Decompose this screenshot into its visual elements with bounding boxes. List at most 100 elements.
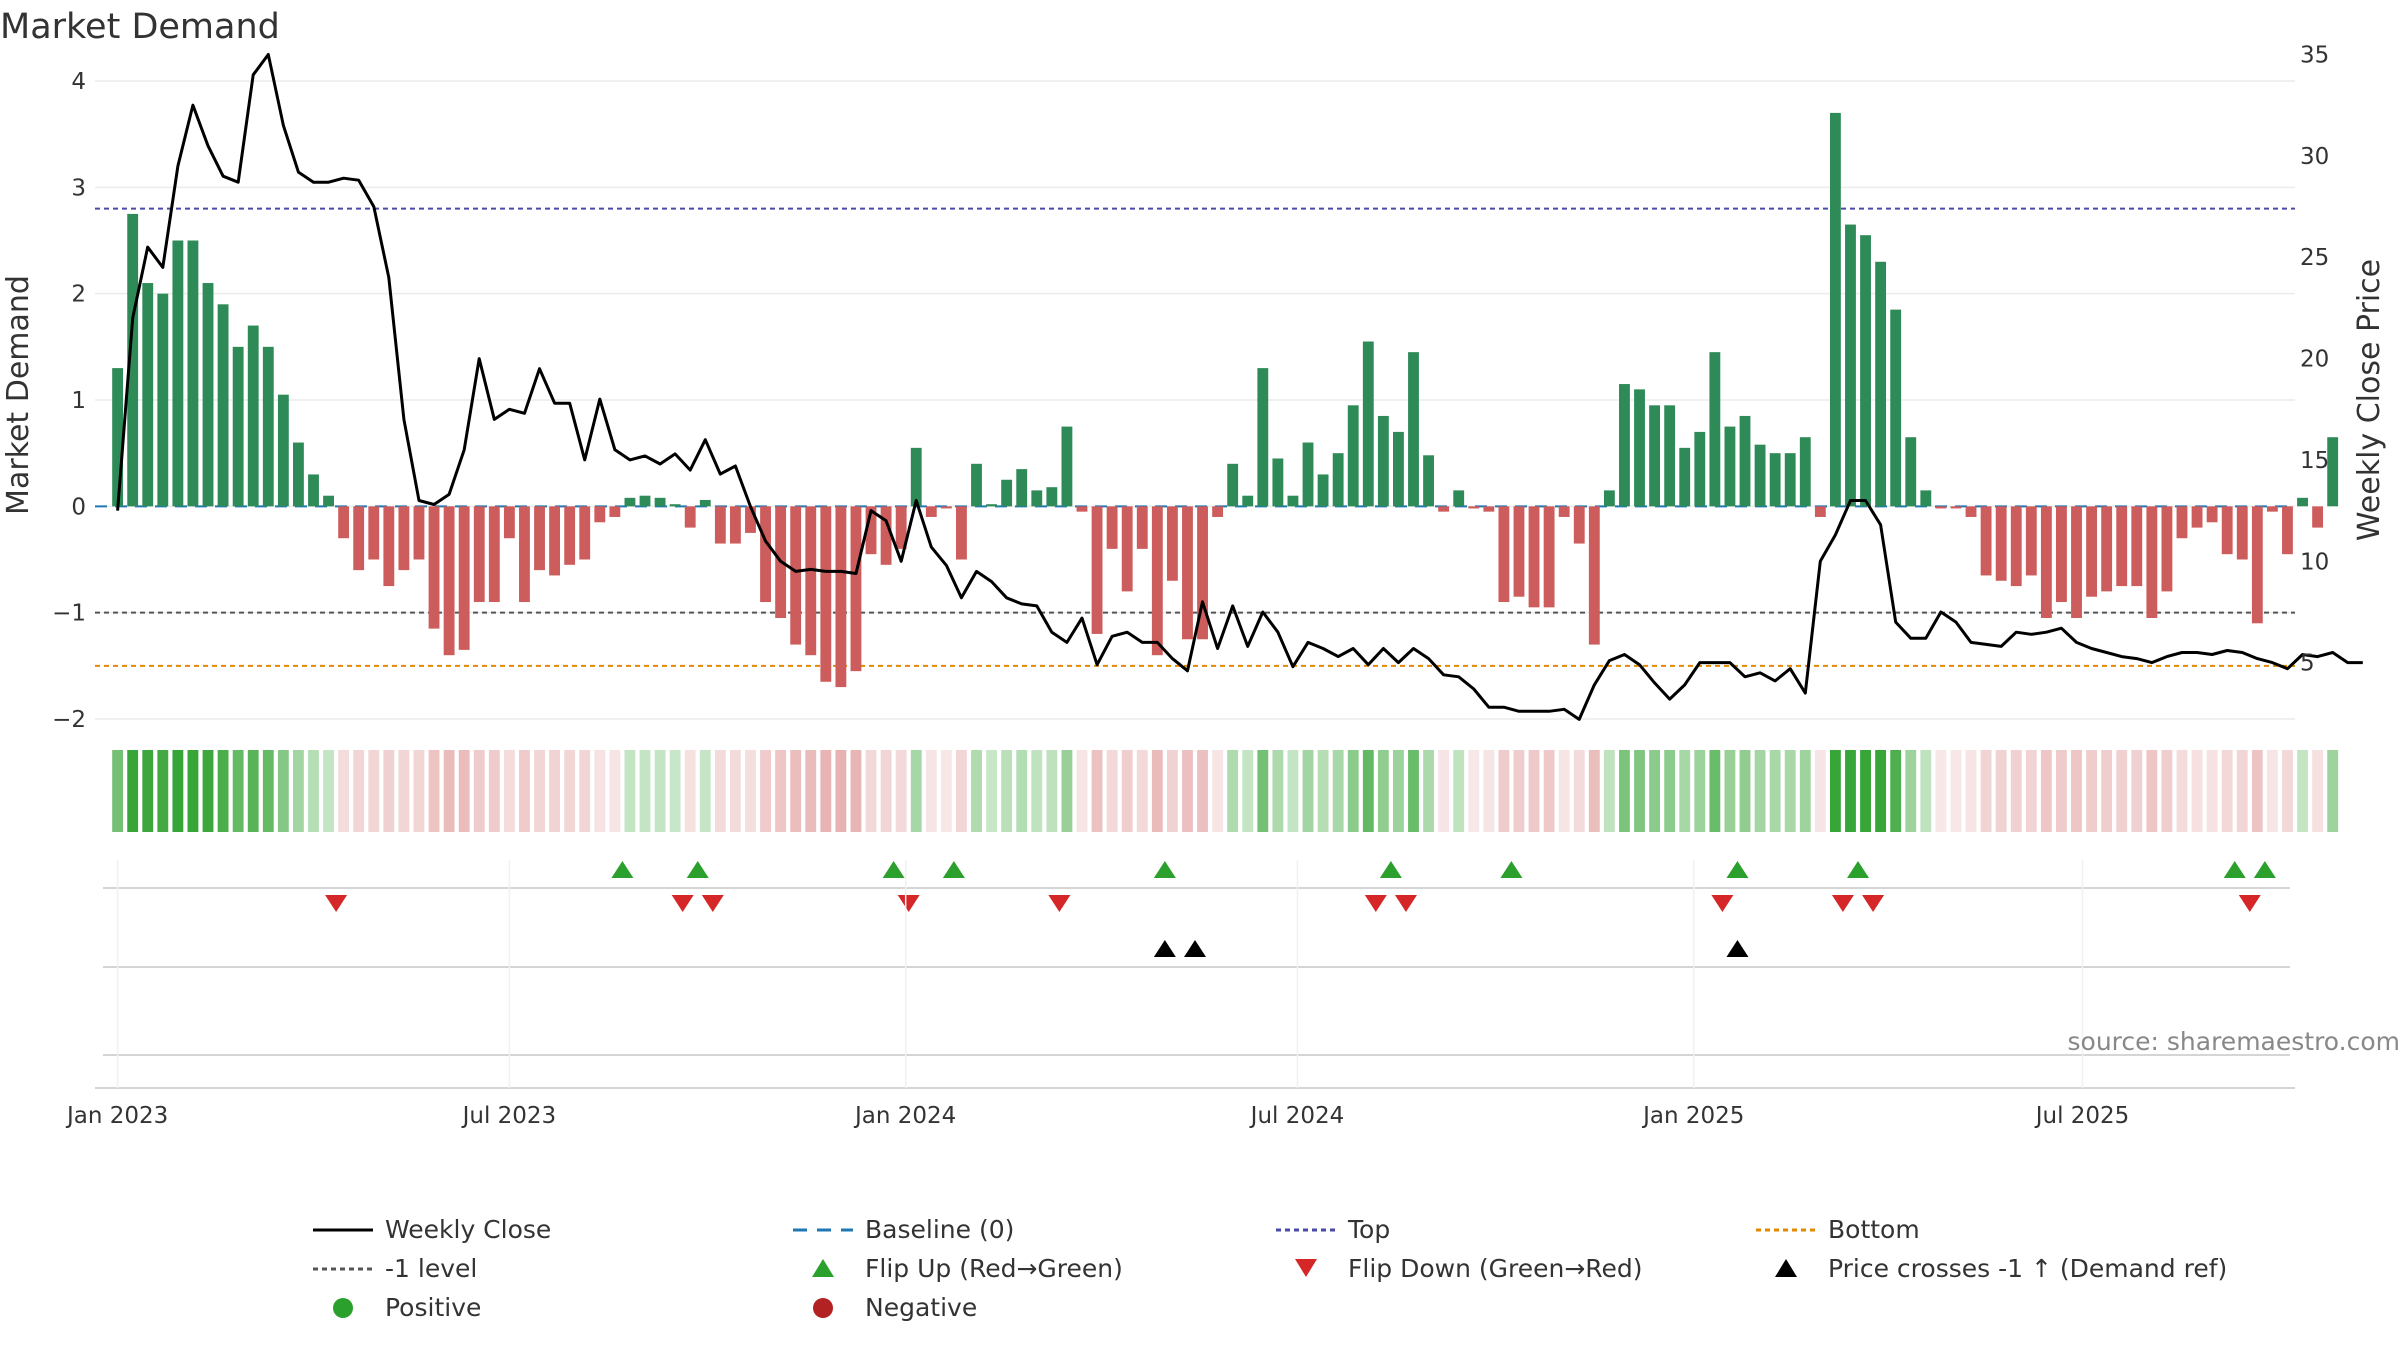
demand-bar xyxy=(1920,490,1932,507)
strip-cell xyxy=(1679,750,1691,832)
strip-cell xyxy=(790,750,802,832)
strip-cell xyxy=(639,750,651,832)
demand-bar xyxy=(353,506,365,571)
demand-bar xyxy=(1845,224,1856,507)
demand-bar xyxy=(684,506,696,528)
strip-cell xyxy=(112,750,124,832)
demand-bar xyxy=(850,506,862,672)
demand-bar xyxy=(172,240,184,507)
strip-cell xyxy=(1302,750,1314,832)
strip-cell xyxy=(1016,750,1028,832)
strip-cell xyxy=(1483,750,1495,832)
demand-bar xyxy=(247,325,259,507)
strip-cell xyxy=(2312,750,2324,832)
strip-cell xyxy=(443,750,455,832)
strip-cell xyxy=(2025,750,2037,832)
demand-bar xyxy=(609,506,621,517)
legend-label: Flip Up (Red→Green) xyxy=(865,1254,1123,1283)
price-cross-marker xyxy=(1184,940,1206,957)
demand-bar xyxy=(1212,506,1224,517)
flip-down-marker xyxy=(1364,895,1387,912)
legend: Weekly Close Baseline (0) Top Bottom -1 leve… xyxy=(313,1215,2227,1322)
strip-cell xyxy=(2161,750,2173,832)
demand-bar xyxy=(1408,352,1419,507)
demand-bar xyxy=(1769,453,1781,507)
x-axis: Jan 2023 Jul 2023 Jan 2024 Jul 2024 Jan 2025… xyxy=(65,860,2295,1129)
demand-bar xyxy=(2206,506,2218,523)
strip-cell xyxy=(1423,750,1434,832)
demand-bar xyxy=(669,504,681,507)
demand-bar xyxy=(1573,506,1585,544)
strip-cell xyxy=(1845,750,1856,832)
demand-bar xyxy=(2131,506,2143,587)
demand-bar xyxy=(1875,261,1887,507)
strip-cell xyxy=(699,750,711,832)
left-tick-label: 0 xyxy=(71,494,86,520)
strip-cell xyxy=(1784,750,1796,832)
strip-cell xyxy=(1272,750,1284,832)
strip-cell xyxy=(1031,750,1043,832)
strip-cell xyxy=(1513,750,1525,832)
flip-down-marker xyxy=(671,895,694,912)
demand-bar xyxy=(187,240,199,507)
demand-bar xyxy=(986,504,997,507)
right-tick-label: 30 xyxy=(2300,144,2329,170)
right-tick-label: 15 xyxy=(2300,448,2329,474)
demand-bar xyxy=(564,506,576,565)
strip-cell xyxy=(895,750,907,832)
legend-label: Top xyxy=(1347,1215,1390,1244)
demand-bar xyxy=(971,463,982,507)
strip-cell xyxy=(684,750,696,832)
strip-cell xyxy=(956,750,967,832)
strip-cell xyxy=(2251,750,2263,832)
strip-cell xyxy=(1121,750,1133,832)
demand-bar xyxy=(956,506,967,560)
demand-bar xyxy=(1784,453,1796,507)
strip-cell xyxy=(714,750,726,832)
demand-bar xyxy=(639,495,651,507)
demand-bar xyxy=(1121,506,1133,592)
strip-cell xyxy=(1242,750,1254,832)
demand-bar xyxy=(1995,506,2007,581)
demand-bar xyxy=(2266,506,2278,512)
strip-cell xyxy=(1076,750,1088,832)
demand-bar xyxy=(1694,431,1706,507)
strip-cell xyxy=(1995,750,2007,832)
demand-bar xyxy=(443,506,455,656)
demand-bar xyxy=(262,346,274,507)
demand-bar xyxy=(1468,506,1480,509)
strip-cell xyxy=(805,750,817,832)
demand-bar xyxy=(1136,506,1148,549)
strip-cell xyxy=(127,750,139,832)
demand-bar xyxy=(503,506,515,539)
strip-cell xyxy=(323,750,334,832)
strip-cell xyxy=(1860,750,1871,832)
strip-cell xyxy=(277,750,289,832)
demand-bar xyxy=(790,506,802,645)
demand-bar xyxy=(534,506,545,571)
strip-cell xyxy=(1197,750,1208,832)
flip-up-marker xyxy=(2253,861,2276,878)
demand-bar xyxy=(820,506,832,682)
demand-bar xyxy=(2221,506,2233,555)
demand-bar xyxy=(2236,506,2248,560)
demand-bar xyxy=(880,506,892,565)
demand-bar xyxy=(1031,490,1043,507)
demand-bar xyxy=(1453,490,1465,507)
demand-bar xyxy=(127,213,139,507)
demand-bar xyxy=(1965,506,1977,517)
demand-bar xyxy=(1046,487,1058,507)
strip-cell xyxy=(1905,750,1917,832)
demand-bar xyxy=(1362,341,1374,507)
strip-cell xyxy=(2206,750,2218,832)
strip-cell xyxy=(1980,750,1992,832)
flip-up-marker xyxy=(1379,861,1402,878)
strip-cell xyxy=(1649,750,1661,832)
strip-cell xyxy=(2221,750,2233,832)
right-tick-label: 25 xyxy=(2300,245,2329,271)
demand-bar xyxy=(1799,437,1811,507)
demand-bar xyxy=(1724,426,1736,507)
demand-bar xyxy=(383,506,395,587)
demand-bar xyxy=(1649,405,1661,507)
strip-cell xyxy=(1091,750,1103,832)
